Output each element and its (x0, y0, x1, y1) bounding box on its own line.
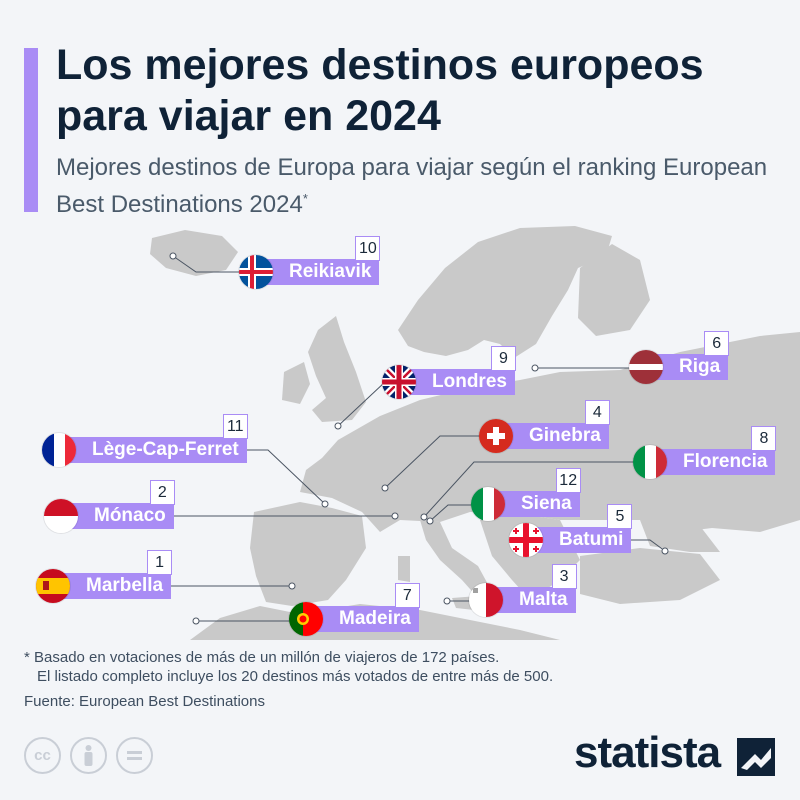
rank-badge: 8 (751, 426, 777, 451)
label-siena: Siena 12 (471, 468, 581, 521)
destination-name: Siena (521, 493, 572, 514)
label-florencia: Florencia 8 (633, 426, 777, 479)
great-britain-shape (308, 316, 366, 422)
iceland-flag-icon (239, 255, 273, 289)
destination-name: Mónaco (94, 505, 166, 526)
page-title: Los mejores destinos europeos para viaja… (56, 41, 704, 140)
subtitle-footnote-mark: * (302, 191, 308, 206)
sardinia-shape (398, 556, 410, 582)
france-flag-icon (42, 433, 76, 467)
switzerland-flag-icon (479, 419, 513, 453)
footnote: * Basado en votaciones de más de un mill… (24, 648, 744, 686)
destination-name: Ginebra (529, 425, 601, 446)
rank-badge: 5 (607, 504, 633, 529)
label-londres: Londres 9 (382, 346, 516, 399)
attribution-icon[interactable] (70, 737, 107, 774)
monaco-flag-icon (44, 499, 78, 533)
destination-name: Florencia (683, 451, 768, 472)
footnote-line-1: * Basado en votaciones de más de un mill… (24, 649, 500, 666)
label-lege-cap-ferret: Lège-Cap-Ferret 11 (42, 414, 248, 467)
brand-wordmark[interactable]: statista (574, 728, 721, 777)
rank-badge: 2 (149, 480, 175, 505)
destination-name: Marbella (86, 575, 164, 596)
accent-bar (24, 48, 38, 212)
footnote-line-2: El listado completo incluye los 20 desti… (37, 668, 554, 685)
source-note: Fuente: European Best Destinations (24, 693, 265, 710)
destination-name: Riga (679, 356, 721, 377)
destination-name: Reikiavik (289, 261, 372, 282)
label-riga: Riga 6 (629, 331, 730, 384)
rank-badge: 11 (222, 414, 248, 439)
destination-name: Malta (519, 589, 568, 610)
scandinavia-shape (398, 226, 612, 358)
iberia-shape (250, 502, 366, 606)
malta-flag-icon (469, 583, 503, 617)
rank-badge: 7 (394, 583, 420, 608)
cc-icon[interactable]: cc (24, 737, 61, 774)
finland-shape (578, 244, 650, 336)
rank-badge: 10 (355, 236, 381, 261)
spain-flag-icon (36, 569, 70, 603)
label-reikiavik: Reikiavik 10 (239, 236, 381, 289)
label-ginebra: Ginebra 4 (479, 400, 610, 453)
label-marbella: Marbella 1 (36, 550, 173, 603)
subtitle: Mejores destinos de Europa para viajar s… (56, 152, 776, 220)
destination-name: Madeira (339, 608, 411, 629)
rank-badge: 12 (555, 468, 581, 493)
italy-flag-icon (633, 445, 667, 479)
georgia-flag-icon (509, 523, 543, 557)
iceland-shape (150, 230, 238, 276)
subtitle-text: Mejores destinos de Europa para viajar s… (56, 154, 768, 218)
portugal-flag-icon (289, 602, 323, 636)
rank-badge: 6 (704, 331, 730, 356)
statista-logo-icon (737, 738, 775, 776)
rank-badge: 1 (147, 550, 173, 575)
destination-name: Batumi (559, 529, 624, 550)
label-malta: Malta 3 (469, 564, 577, 617)
destination-name: Londres (432, 371, 507, 392)
italy-flag-icon (471, 487, 505, 521)
italy-shape (420, 520, 490, 598)
uk-flag-icon (382, 365, 416, 399)
license-icons: cc (24, 737, 162, 775)
label-monaco: Mónaco 2 (44, 480, 175, 533)
rank-badge: 9 (490, 346, 516, 371)
rank-badge: 4 (584, 400, 610, 425)
turkey-shape (580, 548, 720, 604)
label-madeira: Madeira 7 (289, 583, 420, 636)
ireland-shape (282, 362, 310, 404)
destination-name: Lège-Cap-Ferret (92, 439, 239, 460)
no-derivatives-icon[interactable] (116, 737, 153, 774)
label-batumi: Batumi 5 (509, 504, 633, 557)
rank-badge: 3 (551, 564, 577, 589)
latvia-flag-icon (629, 350, 663, 384)
